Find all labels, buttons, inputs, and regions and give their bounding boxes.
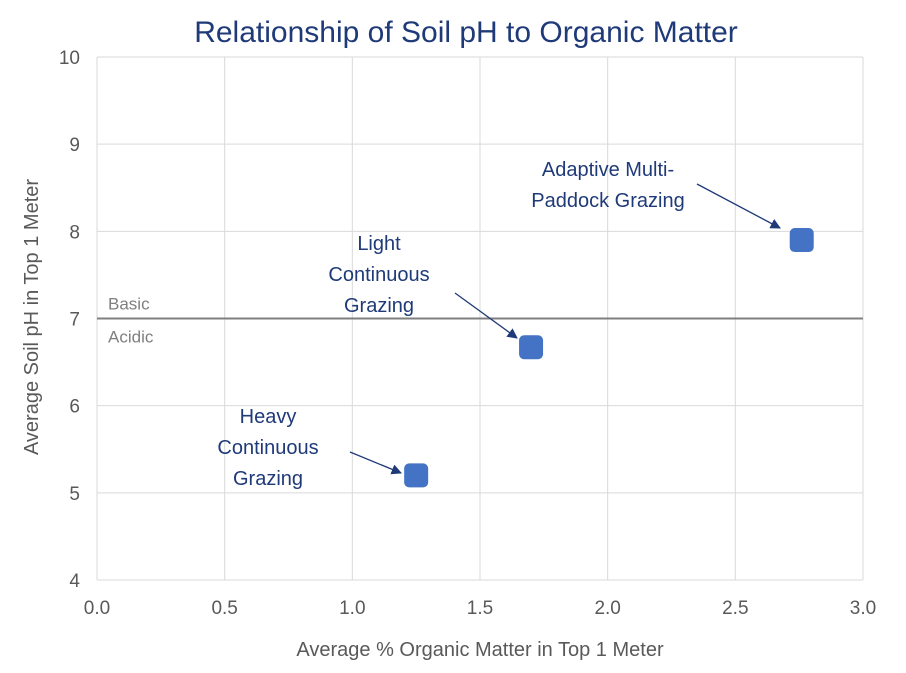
x-tick-label: 0.5: [211, 598, 237, 619]
reference-line-group: Basic Acidic: [97, 295, 863, 347]
y-tick-label: 10: [59, 48, 80, 69]
point-annotation: Continuous: [217, 437, 318, 459]
y-tick-label: 7: [69, 310, 80, 331]
x-tick-label: 0.0: [84, 598, 110, 619]
point-annotation: Grazing: [344, 295, 414, 317]
annotations: Heavy Continuous Grazing Light Continuous Gra…: [217, 159, 781, 490]
x-tick-label: 2.0: [594, 598, 620, 619]
axis-ticks: 0.0 0.5 1.0 1.5 2.0 2.5 3.0 4 5 6 7 8 9 10: [59, 48, 876, 619]
data-point: [519, 335, 544, 360]
y-tick-label: 9: [69, 135, 80, 156]
data-point: [404, 463, 429, 488]
y-tick-label: 6: [69, 397, 80, 418]
basic-label: Basic: [108, 295, 150, 314]
y-axis-label: Average Soil pH in Top 1 Meter: [21, 179, 43, 455]
x-tick-label: 2.5: [722, 598, 748, 619]
point-annotation: Adaptive Multi-: [542, 159, 674, 181]
annotation-arrow: [696, 183, 781, 229]
point-annotation: Paddock Grazing: [531, 190, 684, 212]
x-tick-label: 1.5: [467, 598, 493, 619]
annotation-arrow: [349, 451, 402, 475]
annotation-arrow: [454, 292, 518, 339]
point-annotation: Grazing: [233, 468, 303, 490]
data-points: [404, 228, 814, 488]
acidic-label: Acidic: [108, 328, 154, 347]
y-tick-label: 4: [69, 571, 80, 592]
data-point: [789, 228, 814, 253]
chart-title: Relationship of Soil pH to Organic Matte…: [194, 16, 738, 49]
x-axis-label: Average % Organic Matter in Top 1 Meter: [296, 639, 664, 661]
point-annotation: Heavy: [240, 406, 297, 428]
y-tick-label: 8: [69, 222, 80, 243]
point-annotation: Continuous: [328, 264, 429, 286]
x-tick-label: 1.0: [339, 598, 365, 619]
y-tick-label: 5: [69, 484, 80, 505]
point-annotation: Light: [357, 233, 401, 255]
x-tick-label: 3.0: [850, 598, 876, 619]
